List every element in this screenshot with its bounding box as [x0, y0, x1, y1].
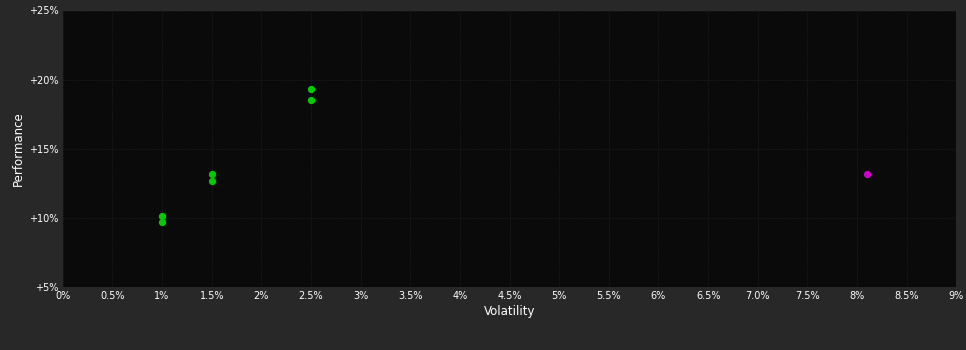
Point — [303, 98, 319, 103]
Point — [204, 171, 219, 176]
Point — [303, 86, 319, 92]
Point — [860, 171, 875, 176]
Y-axis label: Performance: Performance — [12, 111, 25, 186]
Point — [204, 178, 219, 183]
X-axis label: Volatility: Volatility — [484, 305, 535, 318]
Point — [155, 219, 170, 225]
Point — [155, 214, 170, 219]
